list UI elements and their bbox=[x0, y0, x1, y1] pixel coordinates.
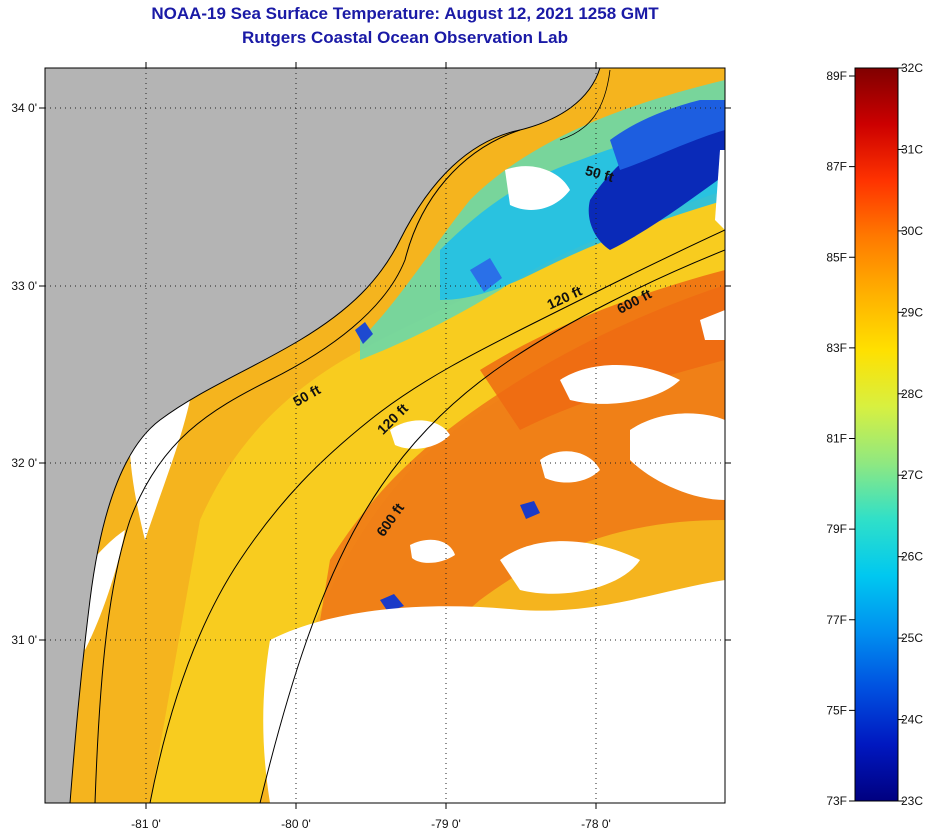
cold-patch bbox=[470, 258, 502, 292]
fahrenheit-label: 83F bbox=[826, 341, 847, 355]
contour-label-50ft-north: 50 ft bbox=[584, 162, 616, 185]
lon-ticks bbox=[145, 62, 597, 809]
fahrenheit-label: 89F bbox=[826, 69, 847, 83]
lat-ticks bbox=[39, 107, 731, 641]
fahrenheit-label: 87F bbox=[826, 160, 847, 174]
lat-label: 34 0' bbox=[11, 101, 37, 115]
lon-label: -80 0' bbox=[281, 817, 311, 831]
cold-upwelling-patch bbox=[588, 115, 725, 250]
celsius-label: 30C bbox=[901, 224, 923, 238]
lat-label: 31 0' bbox=[11, 633, 37, 647]
cold-patch bbox=[355, 322, 373, 344]
contour-50ft bbox=[94, 129, 521, 803]
map-title: NOAA-19 Sea Surface Temperature: August … bbox=[151, 4, 659, 23]
colorbar-scale bbox=[854, 67, 899, 802]
celsius-label: 29C bbox=[901, 305, 923, 319]
cold-patch bbox=[380, 594, 404, 612]
fahrenheit-label: 81F bbox=[826, 432, 847, 446]
lon-label: -81 0' bbox=[131, 817, 161, 831]
lat-label: 32 0' bbox=[11, 456, 37, 470]
fahrenheit-label: 77F bbox=[826, 613, 847, 627]
celsius-label: 25C bbox=[901, 631, 923, 645]
celsius-label: 27C bbox=[901, 468, 923, 482]
lon-label: -79 0' bbox=[431, 817, 461, 831]
fahrenheit-axis: 89F 87F 85F 83F 81F 79F 77F 75F 73F bbox=[826, 69, 855, 808]
lat-label: 33 0' bbox=[11, 279, 37, 293]
lon-label: -78 0' bbox=[581, 817, 611, 831]
contour-120ft bbox=[149, 229, 725, 803]
map-frame bbox=[44, 67, 726, 804]
coastline bbox=[69, 68, 601, 803]
coastline bbox=[559, 69, 611, 141]
fahrenheit-label: 85F bbox=[826, 250, 847, 264]
celsius-label: 23C bbox=[901, 794, 923, 808]
fahrenheit-label: 73F bbox=[826, 794, 847, 808]
contour-600ft bbox=[259, 249, 725, 803]
celsius-label: 26C bbox=[901, 550, 923, 564]
fahrenheit-label: 75F bbox=[826, 703, 847, 717]
map-image-area bbox=[45, 68, 725, 803]
celsius-axis: 32C 31C 30C 29C 28C 27C 26C 25C 24C 23C bbox=[898, 61, 923, 808]
gulf-stream-core bbox=[480, 270, 725, 430]
graticule bbox=[45, 68, 725, 803]
celsius-label: 31C bbox=[901, 142, 923, 156]
fahrenheit-label: 79F bbox=[826, 522, 847, 536]
celsius-label: 28C bbox=[901, 387, 923, 401]
celsius-label: 32C bbox=[901, 61, 923, 75]
cold-upwelling-edge bbox=[610, 100, 725, 170]
cold-patch bbox=[520, 501, 540, 519]
map-subtitle: Rutgers Coastal Ocean Observation Lab bbox=[242, 28, 568, 47]
celsius-label: 24C bbox=[901, 713, 923, 727]
land-mass bbox=[45, 68, 600, 803]
